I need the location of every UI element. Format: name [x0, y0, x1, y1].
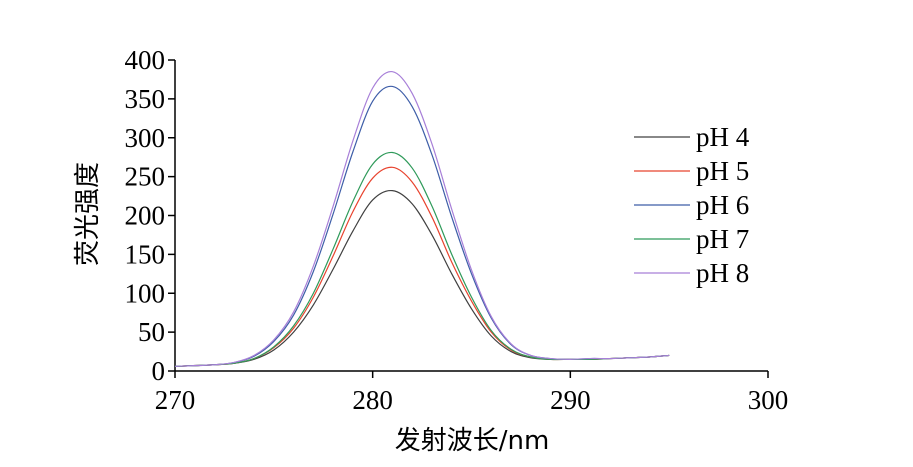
y-tick-label: 150: [125, 239, 166, 269]
ticks: 0 50 100 150 200 250 300 350 400 270 280 290 300: [125, 45, 789, 415]
y-tick-label: 300: [125, 123, 166, 153]
legend-label-ph6: pH 6: [696, 190, 749, 220]
series-line-ph5: [174, 166, 670, 367]
series-line-ph8: [174, 71, 670, 367]
legend: pH 4 pH 5 pH 6 pH 7 pH 8: [634, 122, 750, 288]
legend-label-ph4: pH 4: [696, 122, 750, 152]
y-tick-label: 400: [125, 45, 166, 75]
series-line-ph7: [174, 151, 670, 367]
x-tick-label: 290: [550, 385, 591, 415]
y-tick-label: 50: [138, 317, 165, 347]
legend-label-ph8: pH 8: [696, 258, 749, 288]
x-tick-label: 270: [155, 385, 196, 415]
series-line-ph4: [174, 189, 670, 367]
y-axis-title: 荧光强度: [73, 162, 103, 266]
x-tick-label: 280: [352, 385, 393, 415]
legend-label-ph5: pH 5: [696, 156, 749, 186]
series-line-ph6: [174, 85, 670, 367]
series-lines: [174, 71, 670, 367]
x-axis-title: 发射波长/nm: [395, 426, 550, 456]
y-tick-label: 350: [125, 84, 166, 114]
y-tick-label: 250: [125, 162, 166, 192]
y-tick-label: 200: [125, 201, 166, 231]
legend-label-ph7: pH 7: [696, 224, 749, 254]
x-tick-label: 300: [748, 385, 789, 415]
y-tick-label: 0: [152, 356, 166, 386]
y-tick-label: 100: [125, 278, 166, 308]
axes: [174, 60, 768, 372]
